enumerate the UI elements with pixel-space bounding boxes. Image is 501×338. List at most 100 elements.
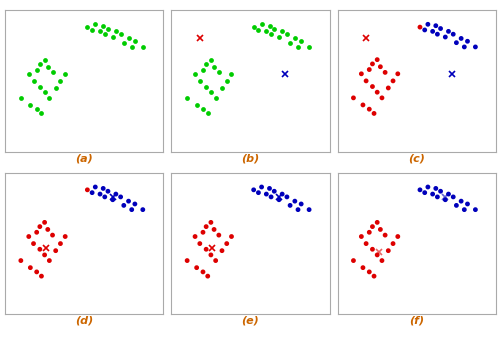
Point — [207, 57, 215, 63]
Point — [49, 233, 57, 238]
Point — [255, 190, 263, 195]
Point — [373, 220, 381, 225]
Point — [436, 189, 444, 194]
Point — [223, 78, 231, 83]
Point — [365, 106, 373, 112]
Point — [104, 26, 112, 31]
Point — [278, 191, 286, 197]
Point — [370, 111, 378, 116]
Point — [61, 71, 69, 76]
Point — [441, 34, 449, 40]
Point — [357, 234, 365, 239]
Point — [291, 198, 299, 204]
Point — [471, 44, 479, 50]
Point — [384, 85, 392, 91]
Point — [291, 36, 299, 41]
Point — [449, 31, 457, 37]
Point — [457, 36, 465, 41]
Point — [421, 27, 429, 33]
Point — [368, 246, 376, 252]
Point — [44, 64, 52, 69]
Point — [373, 57, 381, 63]
Point — [207, 252, 215, 258]
Point — [444, 29, 452, 34]
Point — [27, 265, 35, 270]
Point — [359, 102, 367, 107]
Point — [416, 24, 424, 30]
Point — [109, 197, 117, 202]
Point — [381, 233, 389, 238]
X-axis label: (a): (a) — [75, 153, 93, 163]
Point — [424, 22, 432, 27]
Point — [429, 29, 437, 34]
Point — [394, 71, 402, 76]
Point — [207, 220, 215, 225]
X-axis label: (e): (e) — [241, 316, 260, 326]
Point — [199, 269, 207, 274]
Point — [44, 227, 52, 232]
Point — [91, 184, 99, 190]
X-axis label: (b): (b) — [241, 153, 260, 163]
Point — [429, 191, 437, 197]
Point — [297, 39, 305, 44]
Point — [25, 234, 33, 239]
Point — [424, 184, 432, 190]
Point — [88, 190, 96, 195]
Point — [227, 234, 235, 239]
Point — [191, 234, 199, 239]
Point — [117, 31, 125, 37]
Point — [204, 111, 212, 116]
Point — [30, 78, 38, 83]
Point — [249, 24, 258, 30]
Point — [270, 26, 278, 31]
Point — [460, 207, 468, 212]
Point — [211, 95, 219, 101]
Point — [275, 34, 283, 40]
Point — [120, 203, 128, 208]
Point — [370, 273, 378, 279]
Point — [101, 194, 109, 200]
Point — [278, 29, 286, 34]
Point — [368, 61, 376, 67]
Point — [376, 64, 384, 69]
Point — [349, 258, 357, 263]
Point — [275, 197, 283, 202]
Point — [46, 95, 54, 101]
Point — [91, 22, 99, 27]
Point — [57, 78, 65, 83]
Point — [104, 189, 112, 194]
Point — [365, 67, 373, 72]
Point — [368, 84, 376, 89]
Point — [297, 201, 305, 207]
X-axis label: (d): (d) — [75, 316, 93, 326]
Point — [378, 258, 386, 263]
Point — [286, 40, 294, 45]
Point — [36, 61, 44, 67]
Point — [210, 227, 218, 232]
Point — [210, 64, 218, 69]
Point — [83, 24, 91, 30]
Point — [36, 246, 44, 252]
Point — [96, 29, 104, 34]
Point — [294, 44, 302, 50]
Point — [49, 70, 57, 75]
Point — [117, 194, 125, 200]
Point — [432, 23, 440, 28]
Point — [283, 31, 291, 37]
Point — [249, 187, 258, 193]
Point — [27, 102, 35, 107]
Point — [263, 191, 271, 197]
Point — [218, 85, 226, 91]
Point — [52, 85, 60, 91]
Point — [199, 230, 207, 235]
Point — [204, 273, 212, 279]
Point — [196, 241, 204, 246]
Point — [394, 234, 402, 239]
Point — [199, 67, 207, 72]
Point — [25, 71, 33, 76]
Point — [36, 224, 44, 229]
Point — [266, 186, 274, 191]
Point — [373, 252, 381, 258]
Point — [263, 29, 271, 34]
Point — [17, 95, 25, 101]
